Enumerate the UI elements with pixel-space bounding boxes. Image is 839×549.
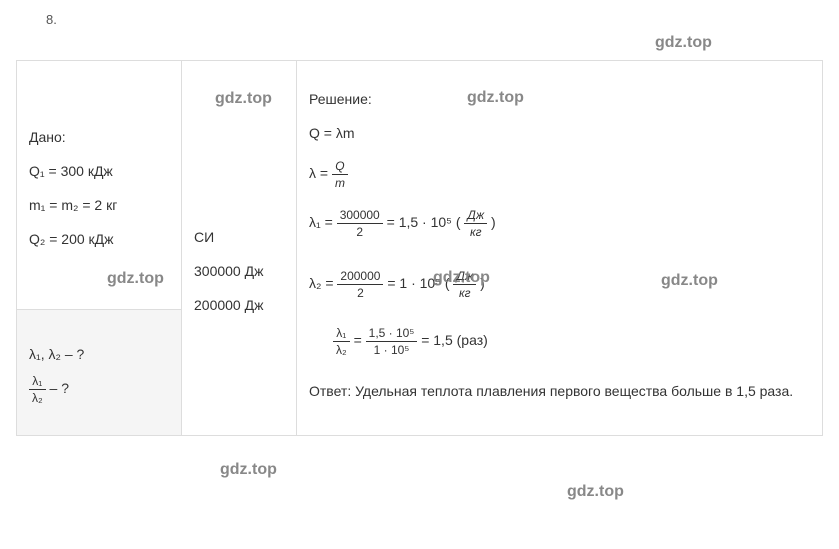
given-title: Дано:	[29, 129, 169, 145]
lambda2-prefix: λ₂ =	[309, 275, 337, 291]
find-ratio: λ₁ λ₂ – ?	[29, 374, 169, 405]
ratio-fraction: λ₁ λ₂	[29, 374, 46, 405]
solution-title: Решение:	[309, 91, 810, 107]
watermark: gdz.top	[567, 483, 624, 501]
find-section: λ₁, λ₂ – ? λ₁ λ₂ – ?	[17, 309, 181, 435]
ratio-eq: =	[354, 332, 366, 348]
solution-table: Дано: Q₁ = 300 кДж m₁ = m₂ = 2 кг Q₂ = 2…	[16, 60, 823, 436]
solution-column: Решение: Q = λm λ = Q m λ₁ = 300000 2 = …	[297, 61, 822, 435]
lambda2-close: )	[480, 275, 485, 291]
si-column: СИ 300000 Дж 200000 Дж	[182, 61, 297, 435]
formula-lambda: λ = Q m	[309, 159, 810, 190]
lambda1-num: 300000	[337, 208, 383, 224]
lambda2-unit: Дж кг	[453, 269, 476, 300]
lambda1-unit-num: Дж	[464, 208, 487, 224]
lambda2-num: 200000	[337, 269, 383, 285]
watermark: gdz.top	[655, 34, 712, 52]
ratio-lhs-num: λ₁	[333, 326, 350, 342]
lambda-frac: Q m	[332, 159, 348, 190]
si-q2: 200000 Дж	[194, 297, 284, 313]
lambda1-den: 2	[337, 224, 383, 239]
lambda2-den: 2	[337, 285, 383, 300]
ratio-den: λ₂	[29, 390, 46, 405]
lambda2-unit-num: Дж	[453, 269, 476, 285]
lambda1-prefix: λ₁ =	[309, 214, 337, 230]
lambda2-calc: λ₂ = 200000 2 = 1 · 10⁵ ( Дж кг )	[309, 269, 810, 300]
given-column: Дано: Q₁ = 300 кДж m₁ = m₂ = 2 кг Q₂ = 2…	[17, 61, 182, 435]
lambda2-frac: 200000 2	[337, 269, 383, 300]
formula-q: Q = λm	[309, 125, 810, 141]
ratio-lhs: λ₁ λ₂	[333, 326, 350, 357]
lambda1-unit-den: кг	[464, 224, 487, 239]
ratio-num: λ₁	[29, 374, 46, 390]
answer: Ответ: Удельная теплота плавления первог…	[309, 383, 810, 399]
given-q1: Q₁ = 300 кДж	[29, 163, 169, 179]
lambda-frac-den: m	[332, 175, 348, 190]
lambda2-unit-den: кг	[453, 285, 476, 300]
lambda1-result: = 1,5 · 10⁵ (	[387, 214, 465, 230]
lambda1-calc: λ₁ = 300000 2 = 1,5 · 10⁵ ( Дж кг )	[309, 208, 810, 239]
problem-number: 8.	[46, 12, 57, 27]
ratio-rhs: 1,5 · 10⁵ 1 · 10⁵	[366, 326, 418, 357]
lambda-frac-num: Q	[332, 159, 348, 175]
lambda2-result: = 1 · 10⁵ (	[387, 275, 453, 291]
ratio-rhs-num: 1,5 · 10⁵	[366, 326, 418, 342]
find-ratio-suffix: – ?	[46, 380, 69, 396]
lambda1-unit: Дж кг	[464, 208, 487, 239]
si-title: СИ	[194, 229, 284, 245]
given-section: Дано: Q₁ = 300 кДж m₁ = m₂ = 2 кг Q₂ = 2…	[29, 79, 169, 327]
lambda1-frac: 300000 2	[337, 208, 383, 239]
ratio-rhs-den: 1 · 10⁵	[366, 342, 418, 357]
si-block: СИ 300000 Дж 200000 Дж	[194, 229, 284, 313]
given-q2: Q₂ = 200 кДж	[29, 231, 169, 247]
ratio-calc: λ₁ λ₂ = 1,5 · 10⁵ 1 · 10⁵ = 1,5 (раз)	[333, 326, 810, 357]
ratio-result: = 1,5 (раз)	[421, 332, 488, 348]
find-lambdas: λ₁, λ₂ – ?	[29, 346, 169, 362]
watermark: gdz.top	[220, 461, 277, 479]
ratio-lhs-den: λ₂	[333, 342, 350, 357]
lambda-eq: λ =	[309, 165, 332, 181]
si-q1: 300000 Дж	[194, 263, 284, 279]
given-mass: m₁ = m₂ = 2 кг	[29, 197, 169, 213]
lambda1-close: )	[491, 214, 496, 230]
